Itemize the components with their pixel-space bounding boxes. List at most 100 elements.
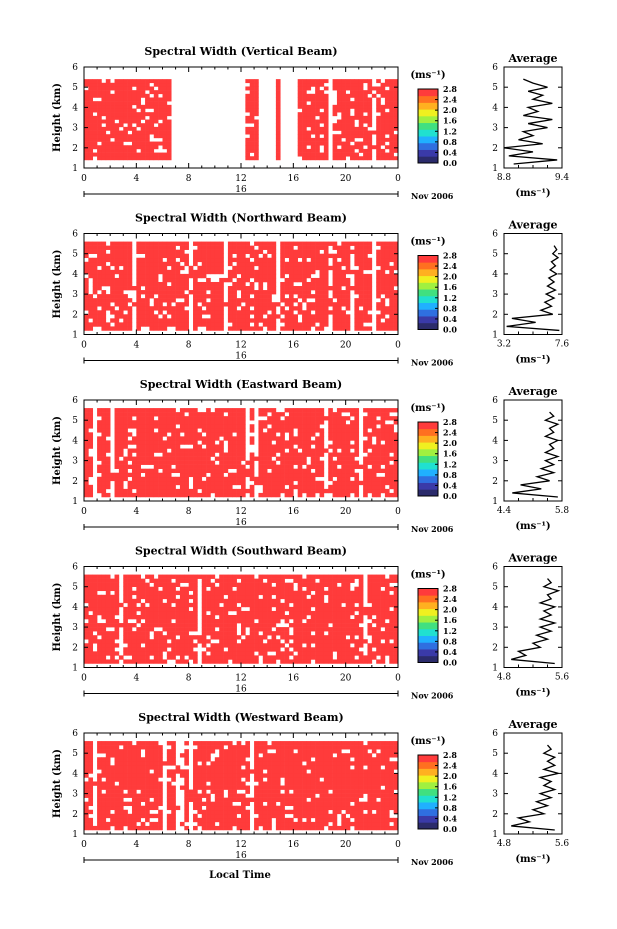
heatmap-cell xyxy=(201,257,207,263)
heatmap-cell xyxy=(319,306,325,311)
heatmap-cell xyxy=(232,602,237,608)
heatmap-cell xyxy=(384,440,390,445)
heatmap-cell xyxy=(206,265,211,271)
heatmap-cell xyxy=(249,460,255,465)
heatmap-cell xyxy=(179,306,185,311)
heatmap-cell xyxy=(149,115,155,120)
heatmap-cell xyxy=(131,101,137,106)
heatmap-cell xyxy=(350,651,355,656)
heatmap-cell xyxy=(127,464,133,469)
heatmap-cell xyxy=(245,115,251,120)
heatmap-cell xyxy=(389,416,394,421)
heatmap-cell xyxy=(376,257,381,263)
heatmap-cell xyxy=(254,119,259,124)
heatmap-cell xyxy=(201,302,207,307)
heatmap-cell xyxy=(123,286,128,291)
heatmap-cell xyxy=(206,281,211,287)
heatmap-cell xyxy=(145,241,150,246)
heatmap-cell xyxy=(315,448,320,453)
heatmap-cell xyxy=(319,245,325,250)
heatmap-cell xyxy=(171,643,176,648)
heatmap-cell xyxy=(105,269,111,275)
heatmap-cell xyxy=(97,436,102,441)
heatmap-cell xyxy=(336,108,342,113)
heatmap-cell xyxy=(101,606,107,612)
heatmap-cell xyxy=(380,261,386,267)
heatmap-cell xyxy=(345,294,351,299)
heatmap-cell xyxy=(384,286,390,291)
heatmap-cell xyxy=(341,97,346,102)
heatmap-cell xyxy=(123,245,128,250)
heatmap-cell xyxy=(214,631,220,636)
heatmap-cell xyxy=(245,130,251,135)
heatmap-cell xyxy=(214,420,220,425)
heatmap-cell xyxy=(88,606,94,612)
heatmap-cell xyxy=(127,602,133,608)
heatmap-cell xyxy=(140,484,146,490)
heatmap-cell xyxy=(323,619,329,624)
heatmap-cell xyxy=(241,574,246,579)
x-axis-label: Local Time xyxy=(209,870,271,881)
heatmap-cell xyxy=(197,492,203,498)
heatmap-cell xyxy=(201,639,207,644)
heatmap-cell xyxy=(127,104,133,109)
heatmap-cell xyxy=(171,651,176,656)
heatmap-cell xyxy=(210,582,216,587)
heatmap-cell xyxy=(193,614,198,620)
heatmap-cell xyxy=(341,598,346,604)
heatmap-cell xyxy=(245,126,251,131)
heatmap-cell xyxy=(341,472,346,478)
heatmap-cell xyxy=(293,476,298,482)
heatmap-cell xyxy=(280,318,285,323)
heatmap-cell xyxy=(267,314,272,319)
heatmap-cell xyxy=(275,440,281,445)
colorbar-segment xyxy=(418,282,438,290)
heatmap-cell xyxy=(384,306,390,311)
heatmap-cell xyxy=(328,428,333,433)
heatmap-cell xyxy=(210,241,216,246)
heatmap-cell xyxy=(389,82,394,87)
heatmap-cell xyxy=(354,245,360,250)
heatmap-cell xyxy=(267,245,272,250)
heatmap-cell xyxy=(284,269,290,275)
heatmap-cell xyxy=(184,286,189,291)
heatmap-cell xyxy=(363,257,368,263)
heatmap-cell xyxy=(210,286,216,291)
heatmap-cell xyxy=(310,574,316,579)
heatmap-cell xyxy=(363,115,368,120)
heatmap-cell xyxy=(245,156,251,161)
heatmap-cell xyxy=(345,137,351,142)
heatmap-cell xyxy=(219,416,224,421)
heatmap-cell xyxy=(245,101,251,106)
heatmap-cell xyxy=(136,79,141,84)
heatmap-cell xyxy=(358,249,364,254)
heatmap-cell xyxy=(275,614,281,620)
heatmap-cell xyxy=(145,586,150,592)
heatmap-cell xyxy=(232,590,237,596)
heatmap-cell xyxy=(288,294,294,299)
heatmap-cell xyxy=(384,412,390,417)
heatmap-cell xyxy=(288,452,294,457)
heatmap-cell xyxy=(245,148,251,153)
heatmap-cell xyxy=(140,86,146,91)
heatmap-cell xyxy=(376,444,381,449)
heatmap-cell xyxy=(219,647,224,652)
heatmap-cell xyxy=(171,257,176,263)
heatmap-cell xyxy=(367,156,373,161)
heatmap-cell xyxy=(101,412,107,417)
heatmap-cell xyxy=(258,444,264,449)
heatmap-cell xyxy=(92,627,98,632)
heatmap-cell xyxy=(262,590,268,596)
heatmap-cell xyxy=(389,119,394,124)
heatmap-cell xyxy=(101,428,107,433)
heatmap-cell xyxy=(158,456,163,461)
heatmap-cell xyxy=(319,314,325,319)
heatmap-cell xyxy=(175,448,181,453)
heatmap-cell xyxy=(297,97,303,102)
heatmap-cell xyxy=(280,241,285,246)
heatmap-cell xyxy=(97,484,102,490)
heatmap-cell xyxy=(345,130,351,135)
heatmap-cell xyxy=(201,635,207,640)
heatmap-cell xyxy=(249,639,255,644)
heatmap-cell xyxy=(206,623,211,628)
